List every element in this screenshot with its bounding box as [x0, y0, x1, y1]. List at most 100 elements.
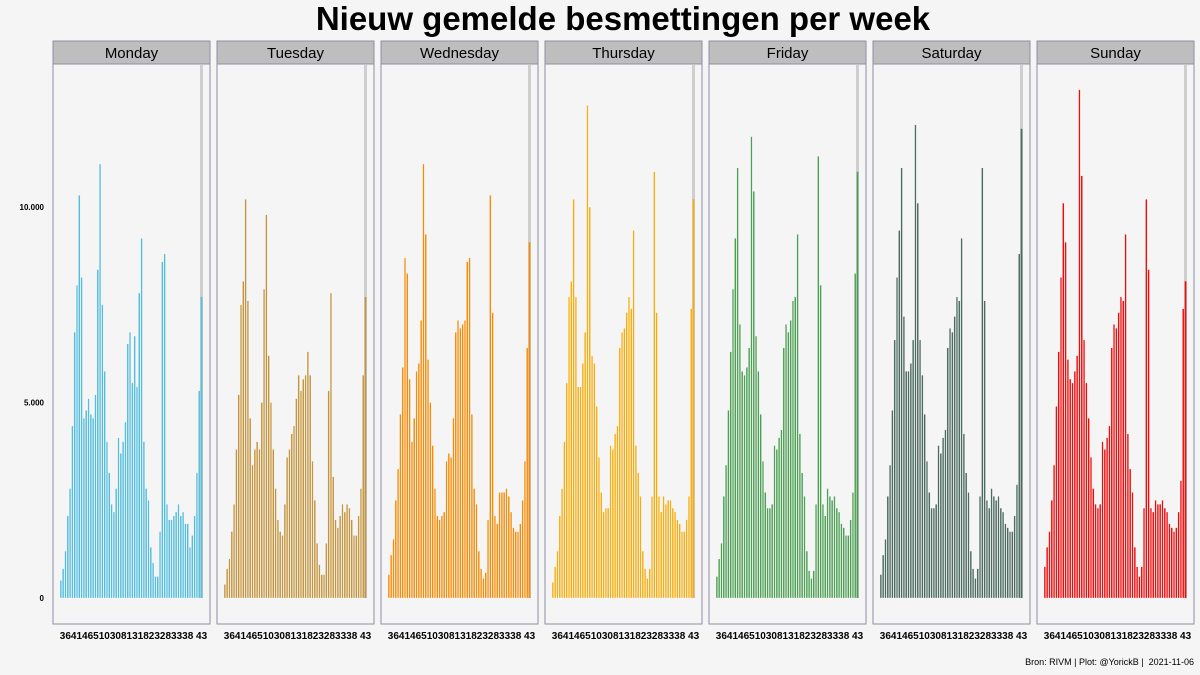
bar: [327, 390, 330, 599]
bar: [452, 417, 455, 599]
bar: [1050, 500, 1053, 599]
bar: [882, 554, 885, 599]
bar: [466, 261, 469, 599]
bar: [1110, 347, 1113, 599]
bar: [420, 320, 423, 599]
bar: [637, 472, 640, 599]
bar: [253, 449, 256, 599]
bar: [692, 199, 695, 598]
bar: [597, 457, 600, 599]
bar: [519, 523, 522, 599]
bar: [304, 374, 307, 599]
bar: [272, 449, 275, 599]
caption: Bron: RIVM | Plot: @YorickB | 2021-11-06: [1025, 657, 1194, 667]
facet-strip: [544, 40, 703, 65]
bar: [110, 504, 113, 599]
bar: [1161, 500, 1164, 599]
facet-label: Tuesday: [267, 45, 324, 62]
bar: [156, 576, 159, 599]
bar: [593, 363, 596, 599]
bar: [129, 331, 132, 599]
bar: [1073, 371, 1076, 599]
bar: [283, 504, 286, 599]
bar: [678, 523, 681, 599]
bar: [732, 288, 735, 599]
bar: [902, 316, 905, 599]
bar: [186, 523, 189, 599]
bar: [801, 472, 804, 599]
bar: [891, 410, 894, 599]
bar: [403, 257, 407, 599]
bar: [556, 550, 559, 599]
bar: [568, 296, 571, 599]
bar: [748, 347, 751, 599]
bar: [554, 566, 557, 599]
bar: [293, 425, 296, 599]
bar: [193, 515, 196, 599]
facet-strip: [380, 40, 539, 65]
bar: [295, 398, 298, 599]
bar: [168, 519, 171, 599]
bar: [946, 347, 949, 599]
bar: [480, 568, 483, 599]
bar: [563, 441, 566, 599]
bar: [122, 441, 125, 599]
bar: [849, 519, 852, 599]
bar: [720, 543, 723, 599]
facet-panel-tuesday: Tuesday 364146510308131823283338 43: [216, 40, 375, 642]
facet-label: Sunday: [1090, 45, 1141, 62]
bar: [92, 417, 95, 599]
bar: [551, 582, 554, 599]
bar: [69, 488, 72, 599]
bar: [450, 457, 453, 599]
bar: [905, 371, 908, 599]
bar: [600, 492, 603, 599]
facet-strip: [1036, 40, 1195, 65]
bar: [1145, 199, 1148, 599]
bar: [505, 488, 508, 599]
bar: [198, 390, 201, 599]
bar: [803, 496, 806, 599]
bar: [440, 515, 443, 599]
bar: [1076, 355, 1079, 599]
x-tick-label: 364146510308131823283338 43: [388, 631, 536, 642]
bar: [657, 496, 660, 599]
x-tick-label: 364146510308131823283338 43: [880, 631, 1028, 642]
facet-panel-friday: Friday 364146510308131823283338 43: [708, 40, 867, 642]
bar: [808, 570, 811, 599]
bar: [491, 312, 494, 599]
bar: [648, 568, 651, 599]
bar: [616, 425, 619, 599]
bar: [175, 511, 178, 599]
bar: [401, 367, 404, 599]
bar: [512, 527, 515, 599]
bar: [676, 519, 679, 599]
bar: [912, 339, 915, 599]
bar: [163, 253, 166, 599]
bar: [821, 504, 824, 599]
facet-label: Thursday: [592, 45, 655, 62]
bar: [339, 515, 342, 599]
bar: [408, 378, 411, 599]
bar: [715, 576, 718, 599]
bar: [1170, 527, 1173, 599]
bar: [1094, 504, 1097, 599]
bar: [791, 300, 794, 599]
bar: [1108, 425, 1111, 599]
bar: [1020, 128, 1023, 599]
bar: [755, 335, 758, 599]
bar: [149, 547, 152, 599]
bar: [267, 355, 270, 599]
bar: [639, 496, 642, 599]
bar: [958, 300, 961, 599]
bar: [470, 414, 473, 599]
bar: [618, 347, 621, 599]
bar: [309, 374, 312, 599]
bar: [655, 312, 658, 599]
bar: [306, 351, 309, 599]
bar: [738, 324, 741, 599]
facet-strip: [708, 40, 867, 65]
bar: [320, 574, 323, 599]
bar: [646, 578, 649, 599]
bar: [165, 504, 168, 599]
